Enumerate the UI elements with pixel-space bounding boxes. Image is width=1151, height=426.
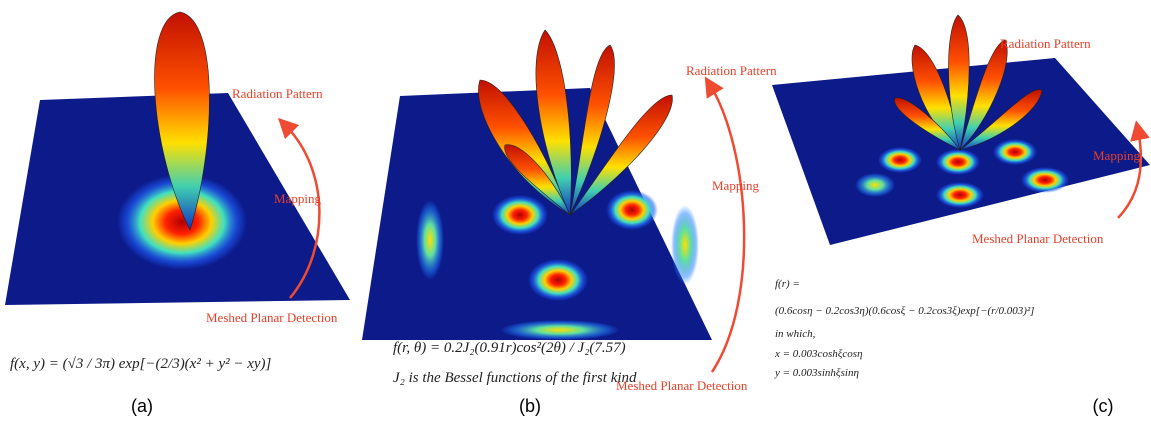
- panel-a: Radiation Pattern Mapping Meshed Planar …: [5, 12, 350, 416]
- heatmap-blob: [492, 195, 548, 235]
- formula: f(x, y) = (√3 / 3π) exp[−(2/3)(x² + y² −…: [10, 356, 272, 372]
- formula: y = 0.003sinhξsinη: [774, 367, 859, 379]
- heatmap-blob: [528, 259, 588, 301]
- heatmap-blob: [416, 200, 444, 280]
- heatmap-blob: [671, 205, 699, 285]
- panel-c: Radiation Pattern Mapping Meshed Planar …: [772, 15, 1150, 416]
- heatmap-blob: [878, 147, 922, 173]
- label: Mapping: [712, 178, 759, 193]
- caption: (b): [519, 396, 541, 416]
- label: Radiation Pattern: [1000, 36, 1091, 51]
- heatmap-blob: [500, 320, 620, 340]
- heatmap-blob: [1021, 167, 1069, 193]
- arrow: [710, 85, 744, 372]
- figure: Radiation Pattern Mapping Meshed Planar …: [0, 0, 1151, 426]
- label: Radiation Pattern: [232, 86, 323, 101]
- heatmap-blob: [936, 182, 984, 208]
- formula: f(r, θ) = 0.2J₂(0.91r)cos²(2θ) / J₂(7.57…: [393, 340, 626, 356]
- heatmap-blob: [606, 190, 658, 230]
- heatmap-blob: [993, 139, 1037, 165]
- formula: f(r) =: [775, 278, 800, 290]
- caption: (a): [131, 396, 153, 416]
- formula: in which,: [775, 328, 816, 340]
- caption: (c): [1093, 396, 1114, 416]
- formula: (0.6cosη − 0.2cos3η)(0.6cosξ − 0.2cos3ξ)…: [775, 305, 1034, 317]
- label: Mapping: [274, 191, 321, 206]
- label: Meshed Planar Detection: [206, 310, 338, 325]
- formula: J₂ is the Bessel functions of the first …: [393, 370, 637, 386]
- formula: x = 0.003coshξcosη: [774, 348, 863, 360]
- heatmap-blob: [936, 149, 980, 175]
- label: Radiation Pattern: [686, 63, 777, 78]
- label: Mapping: [1093, 148, 1140, 163]
- label: Meshed Planar Detection: [972, 231, 1104, 246]
- panel-b: Radiation Pattern Mapping Meshed Planar …: [362, 30, 777, 416]
- heatmap-blob: [855, 173, 895, 197]
